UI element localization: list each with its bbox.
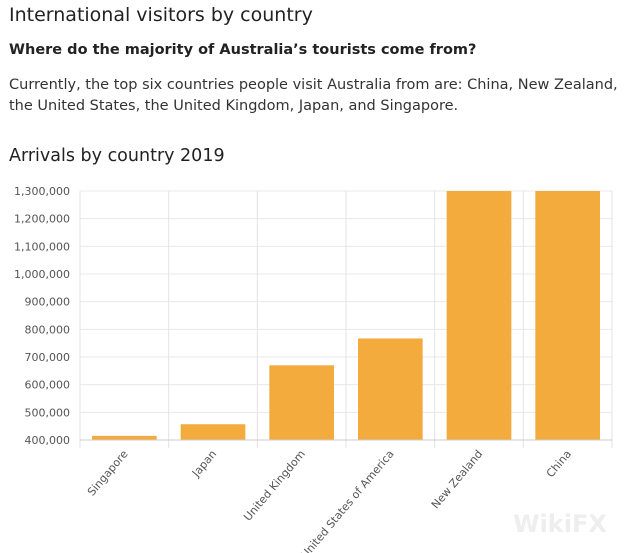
bar-united-states-of-america [358, 338, 423, 440]
chart-title: Arrivals by country 2019 [9, 146, 225, 166]
x-tick-label: New Zealand [429, 448, 485, 512]
y-tick-label: 400,000 [25, 434, 71, 447]
page-subtitle: Where do the majority of Australia’s tou… [9, 42, 477, 58]
intro-paragraph: Currently, the top six countries people … [9, 77, 618, 114]
x-tick-label: China [544, 448, 574, 480]
y-tick-label: 1,200,000 [14, 213, 70, 226]
bar-new-zealand [446, 191, 512, 440]
bar-singapore [92, 435, 157, 440]
watermark: WikiFX [513, 510, 607, 538]
bar-china [535, 191, 600, 440]
x-tick-label: Singapore [85, 447, 131, 498]
y-tick-label: 700,000 [25, 351, 71, 364]
y-tick-label: 1,300,000 [14, 185, 70, 198]
bar-japan [180, 424, 246, 440]
x-tick-label: United Kingdom [241, 448, 308, 524]
y-tick-label: 800,000 [25, 323, 71, 336]
y-tick-label: 600,000 [25, 379, 71, 392]
page-title: International visitors by country [9, 4, 313, 26]
x-tick-label: Japan [189, 448, 219, 481]
y-tick-label: 900,000 [25, 296, 71, 309]
x-tick-label: United States of America [298, 448, 396, 553]
y-tick-label: 500,000 [25, 406, 71, 419]
bar-united-kingdom [269, 365, 334, 440]
y-tick-label: 1,100,000 [14, 240, 70, 253]
y-tick-label: 1,000,000 [14, 268, 70, 281]
